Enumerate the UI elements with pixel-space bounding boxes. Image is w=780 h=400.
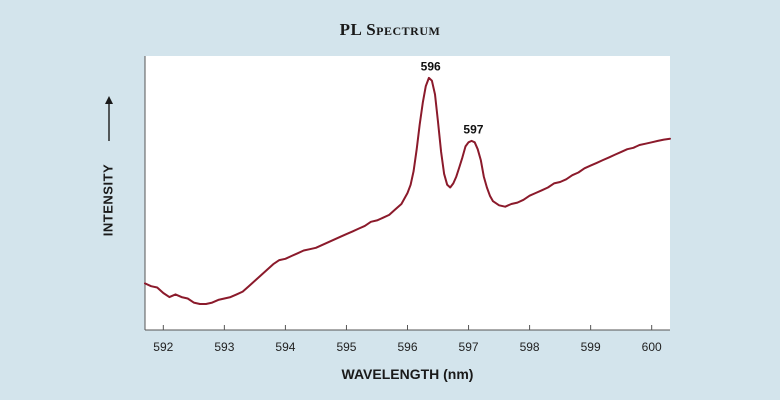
x-tick-label: 593 — [214, 340, 234, 354]
peak-label: 596 — [421, 60, 441, 74]
y-axis-arrow-icon — [105, 96, 113, 141]
x-tick-label: 600 — [642, 340, 662, 354]
x-tick-label: 596 — [397, 340, 417, 354]
x-tick-label: 592 — [153, 340, 173, 354]
spectrum-series-line — [144, 76, 671, 305]
x-tick-label: 597 — [459, 340, 479, 354]
x-tick-label: 599 — [581, 340, 601, 354]
x-axis-label: WAVELENGTH (nm) — [341, 366, 474, 382]
x-tick-label: 598 — [520, 340, 540, 354]
x-tick-label: 595 — [336, 340, 356, 354]
x-tick-label: 594 — [275, 340, 295, 354]
chart-title: PL Spectrum — [339, 20, 441, 39]
peak-label: 597 — [463, 123, 483, 137]
